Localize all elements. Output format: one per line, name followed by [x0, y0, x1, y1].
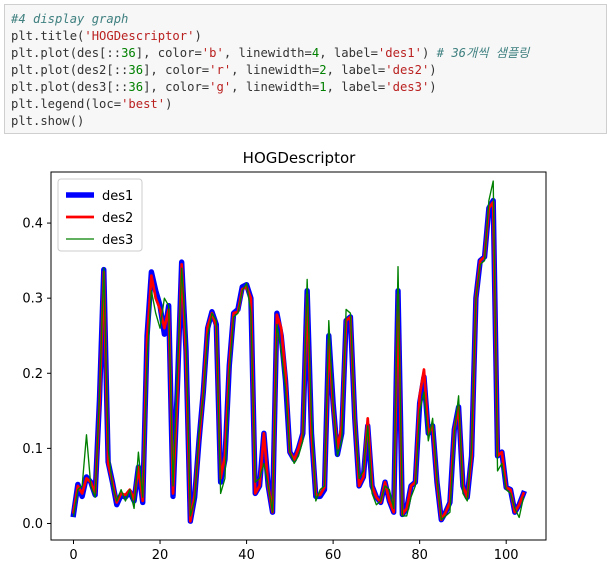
code-line: plt.show()	[11, 113, 600, 130]
legend-label-des2: des2	[102, 211, 133, 226]
code-token: 36	[128, 80, 144, 94]
legend: des1 des2 des3	[57, 178, 143, 252]
code-token: 'des2'	[385, 63, 430, 77]
code-line: plt.plot(des2[::36], color='r', linewidt…	[11, 62, 600, 79]
code-token: )	[429, 80, 437, 94]
code-token: 1	[319, 80, 327, 94]
series-line-des2	[71, 200, 526, 523]
hog-line-chart: HOGDescriptor 0 20 40 60 80 100 0.0 0.1 0.2 0.3 0.…	[22, 149, 547, 563]
code-token: , label=	[326, 80, 386, 94]
y-tick-label: 0.3	[22, 292, 43, 307]
code-token: 'des3'	[385, 80, 430, 94]
code-token: , linewidth=	[223, 46, 312, 60]
plot-output: HOGDescriptor 0 20 40 60 80 100 0.0 0.1 0.2 0.3 0.…	[0, 140, 613, 567]
x-tick-label: 0	[69, 548, 77, 563]
series-line-des3	[72, 180, 525, 521]
code-cell[interactable]: #4 display graph plt.title('HOGDescriptor…	[4, 4, 607, 134]
code-token: #4 display graph	[11, 12, 129, 26]
y-tick-label: 0.2	[22, 367, 43, 382]
legend-label-des3: des3	[102, 233, 133, 248]
x-tick-label: 60	[325, 548, 342, 563]
code-token: ], color=	[143, 63, 210, 77]
code-token: # 36개씩 샘플링	[436, 46, 530, 60]
code-token: 'g'	[209, 80, 232, 94]
code-token: 'HOGDescriptor'	[84, 29, 195, 43]
code-line: #4 display graph	[11, 11, 600, 28]
code-token: plt.plot(des3[::	[11, 80, 129, 94]
code-token: plt.plot(des[::	[11, 46, 122, 60]
code-token: )	[429, 63, 437, 77]
code-line: plt.title('HOGDescriptor')	[11, 28, 600, 45]
code-token: )	[165, 97, 173, 111]
x-tick-label: 20	[152, 548, 169, 563]
code-line: plt.legend(loc='best')	[11, 96, 600, 113]
code-token: 36	[128, 63, 144, 77]
y-tick-label: 0.0	[22, 517, 43, 532]
code-token: , linewidth=	[231, 63, 320, 77]
code-token: plt.legend(loc=	[11, 97, 122, 111]
code-token: )	[421, 46, 437, 60]
legend-label-des1: des1	[102, 189, 133, 204]
code-line: plt.plot(des3[::36], color='g', linewidt…	[11, 79, 600, 96]
code-token: plt.title(	[11, 29, 85, 43]
code-token: 'b'	[201, 46, 224, 60]
code-token: , linewidth=	[231, 80, 320, 94]
x-tick-label: 80	[411, 548, 428, 563]
plot-frame	[50, 171, 547, 541]
chart-title: HOGDescriptor	[243, 149, 356, 167]
x-tick-label: 100	[494, 548, 519, 563]
code-token: 'r'	[209, 63, 232, 77]
code-token: 4	[311, 46, 320, 60]
code-token: 'best'	[121, 97, 166, 111]
y-tick-label: 0.1	[22, 442, 43, 457]
code-token: 'des1'	[377, 46, 422, 60]
axes: 0 20 40 60 80 100 0.0 0.1 0.2 0.3 0.4	[22, 171, 547, 563]
code-token: , label=	[326, 63, 386, 77]
series-lines	[70, 180, 527, 524]
code-token: 36	[121, 46, 136, 60]
code-token: , label=	[319, 46, 378, 60]
x-tick-label: 40	[238, 548, 255, 563]
code-token: ], color=	[143, 80, 210, 94]
code-line: plt.plot(des[::36], color='b', linewidth…	[11, 45, 600, 62]
y-tick-label: 0.4	[22, 217, 43, 232]
code-token: plt.show()	[11, 114, 85, 128]
code-token: plt.plot(des2[::	[11, 63, 129, 77]
code-token: 2	[319, 63, 327, 77]
code-token: ], color=	[135, 46, 202, 60]
code-token: )	[194, 29, 202, 43]
